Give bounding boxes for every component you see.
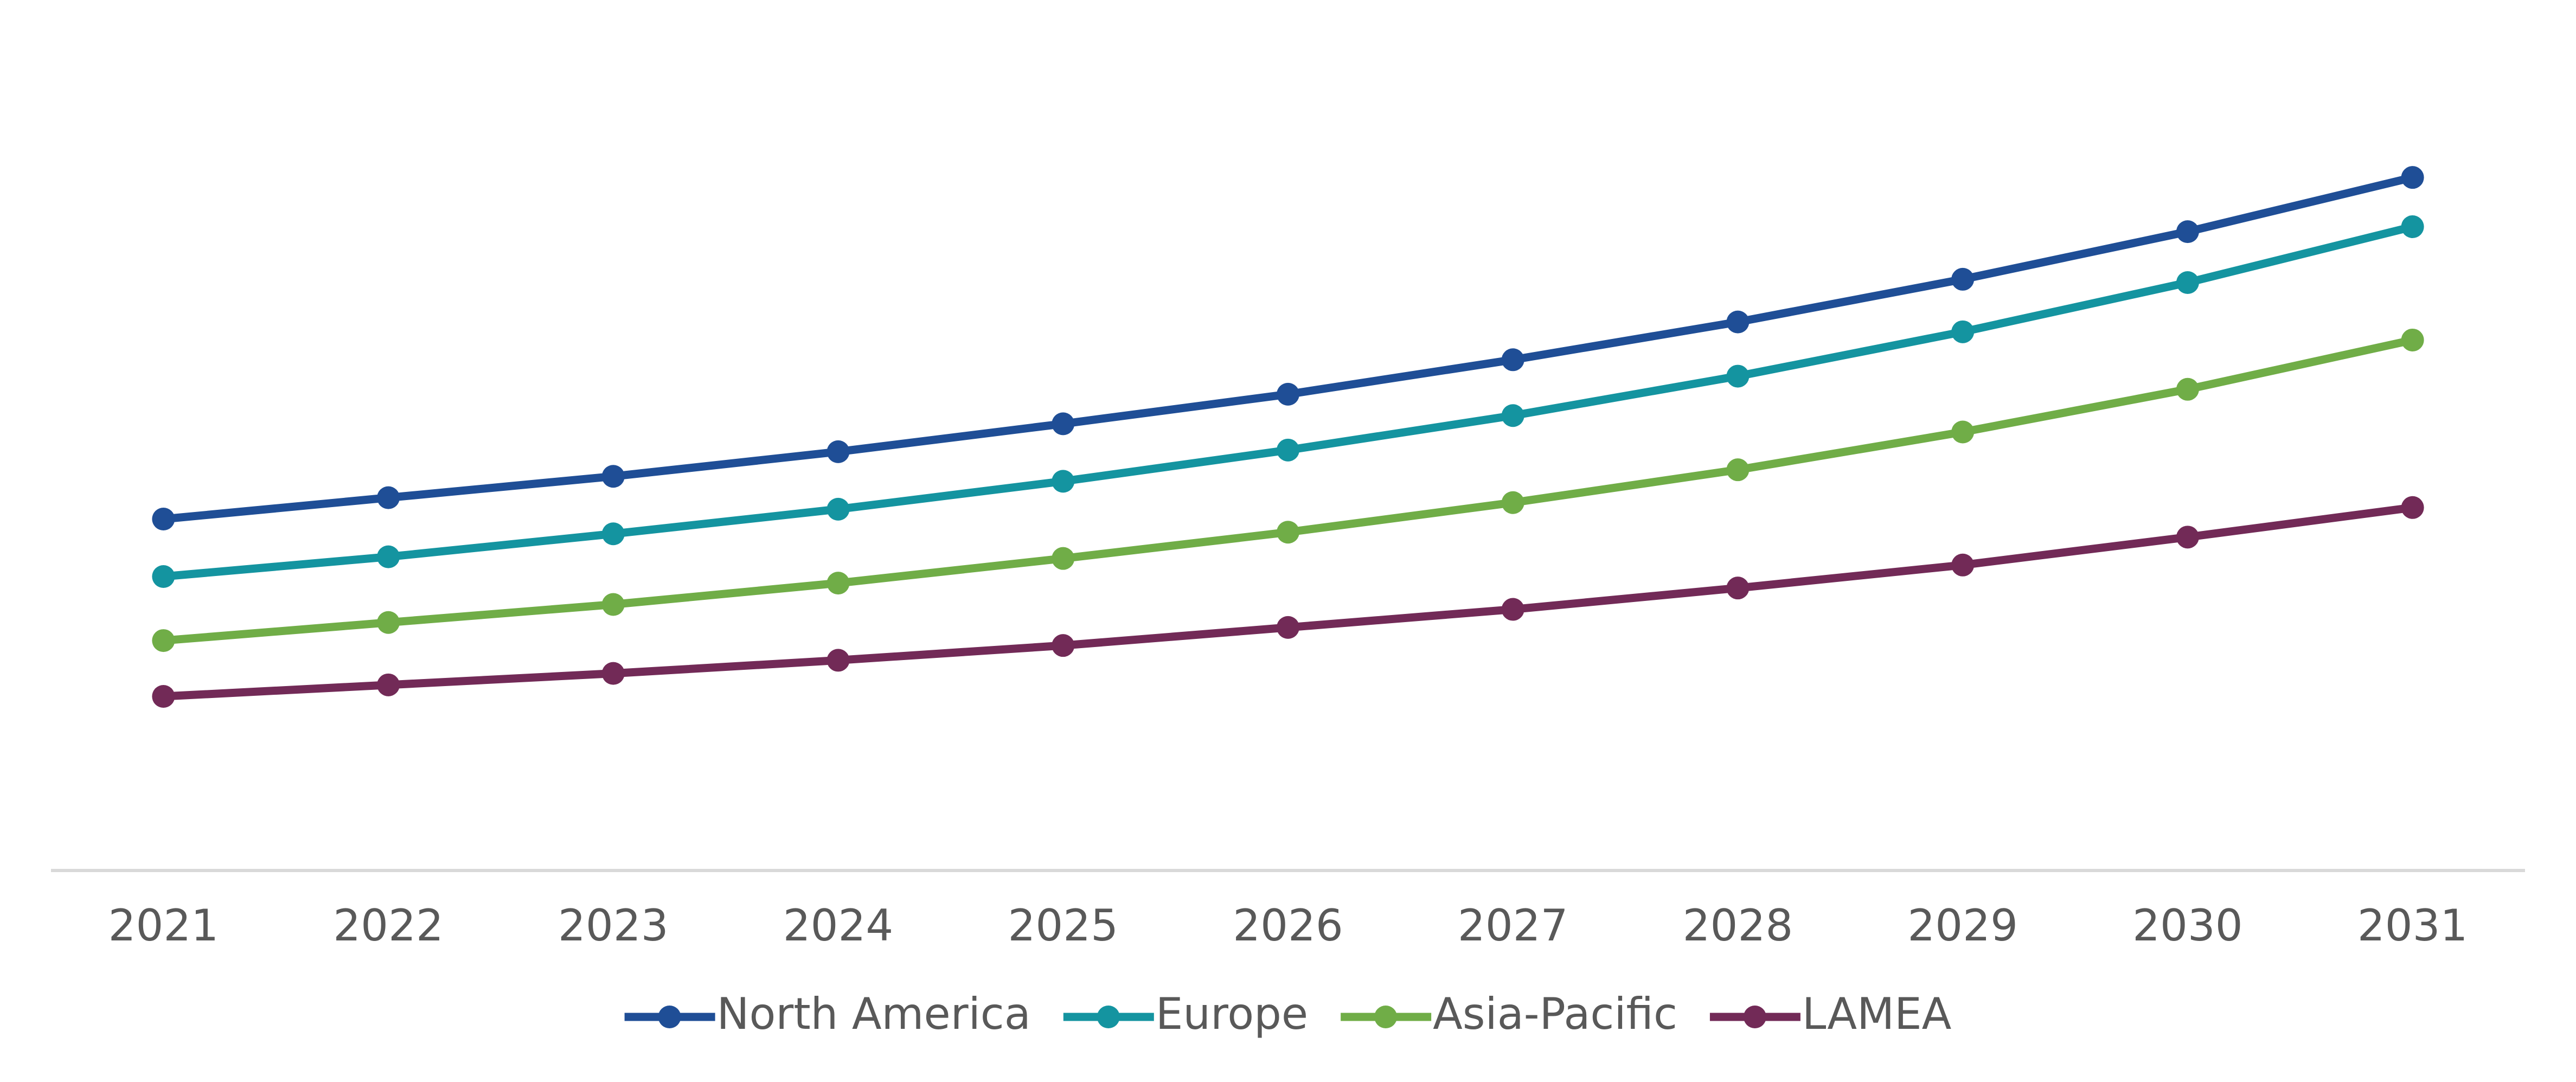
data-point: [1501, 404, 1524, 427]
data-point: [1951, 553, 1975, 577]
data-point: [1277, 438, 1299, 462]
data-point: [152, 629, 175, 652]
legend-marker: [658, 1006, 681, 1028]
data-point: [1951, 420, 1975, 444]
data-point: [1052, 634, 1075, 657]
legend-marker: [1374, 1006, 1398, 1028]
data-point: [1501, 348, 1524, 372]
data-point: [1726, 577, 1750, 600]
data-point: [1951, 267, 1975, 291]
legend-label: Asia-Pacific: [1433, 989, 1677, 1039]
x-tick-label: 2027: [1458, 900, 1568, 951]
data-point: [826, 572, 850, 595]
data-point: [1501, 491, 1524, 514]
data-point: [152, 508, 175, 531]
data-point: [1951, 320, 1975, 343]
data-point: [377, 611, 400, 634]
data-point: [826, 440, 850, 463]
data-point: [1277, 521, 1299, 544]
x-tick-label: 2023: [558, 900, 669, 951]
legend: North America Europe Asia-Pacific LAMEA: [624, 989, 1952, 1039]
x-tick-label: 2028: [1683, 900, 1793, 951]
data-point: [2401, 166, 2424, 189]
data-point: [601, 662, 625, 685]
x-tick-label: 2031: [2357, 900, 2468, 951]
data-point: [1726, 364, 1750, 388]
x-tick-label: 2029: [1907, 900, 2018, 951]
legend-item: LAMEA: [1709, 989, 1952, 1039]
data-point: [2176, 526, 2199, 549]
data-point: [1501, 598, 1524, 621]
x-tick-label: 2026: [1233, 900, 1343, 951]
x-tick-label: 2024: [783, 900, 894, 951]
legend-label: North America: [717, 989, 1031, 1039]
data-point: [1726, 310, 1750, 334]
legend-label: LAMEA: [1802, 989, 1952, 1039]
data-point: [2401, 496, 2424, 519]
data-point: [2401, 328, 2424, 351]
x-tick-label: 2022: [333, 900, 444, 951]
data-point: [601, 593, 625, 616]
data-point: [1277, 382, 1299, 406]
data-point: [1277, 616, 1299, 639]
data-point: [1052, 412, 1075, 436]
data-point: [2176, 377, 2199, 401]
legend-item: North America: [624, 989, 1031, 1039]
data-point: [152, 565, 175, 588]
data-point: [826, 649, 850, 672]
x-tick-label: 2021: [108, 900, 219, 951]
legend-marker: [1743, 1006, 1766, 1028]
data-point: [1052, 470, 1075, 493]
data-point: [1726, 458, 1750, 482]
data-point: [377, 486, 400, 509]
data-point: [2176, 271, 2199, 294]
x-tick-label: 2030: [2132, 900, 2243, 951]
x-tick-label: 2025: [1008, 900, 1118, 951]
data-point: [2401, 215, 2424, 239]
legend-item: Asia-Pacific: [1341, 989, 1677, 1039]
data-point: [377, 673, 400, 696]
data-point: [1052, 547, 1075, 570]
legend-item: Europe: [1063, 989, 1308, 1039]
legend-marker: [1097, 1006, 1120, 1028]
data-point: [601, 465, 625, 488]
data-point: [826, 497, 850, 521]
data-point: [2176, 220, 2199, 244]
data-point: [377, 545, 400, 568]
legend-label: Europe: [1156, 989, 1308, 1039]
series-line: [163, 173, 2414, 523]
data-point: [152, 685, 175, 708]
data-point: [601, 522, 625, 546]
